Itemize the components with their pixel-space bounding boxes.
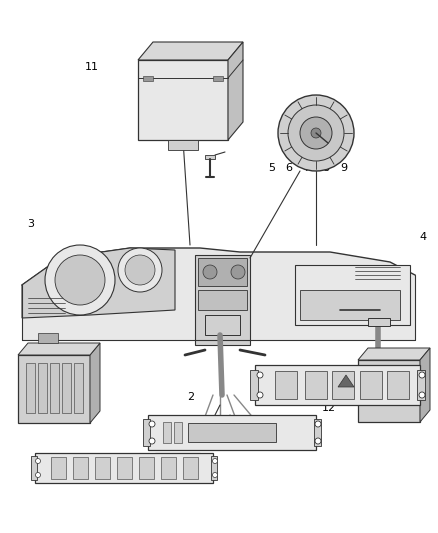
Circle shape <box>315 438 321 444</box>
Circle shape <box>45 245 115 315</box>
Circle shape <box>231 265 245 279</box>
Circle shape <box>118 248 162 292</box>
Bar <box>360 371 382 399</box>
Bar <box>295 265 410 325</box>
Bar <box>198 258 247 286</box>
Bar <box>387 371 409 399</box>
Bar <box>143 76 153 81</box>
Bar <box>31 456 37 480</box>
Bar <box>332 371 354 399</box>
Bar <box>198 290 247 310</box>
Circle shape <box>35 472 40 478</box>
Polygon shape <box>420 348 430 422</box>
Circle shape <box>278 95 354 171</box>
Bar <box>148 415 316 450</box>
Bar <box>300 290 400 320</box>
Bar <box>18 355 90 423</box>
Bar <box>74 363 83 413</box>
Text: 8: 8 <box>323 163 330 173</box>
Bar <box>35 453 213 483</box>
Bar <box>417 370 425 400</box>
Bar <box>38 363 47 413</box>
Text: 1: 1 <box>235 440 242 450</box>
Circle shape <box>149 421 155 427</box>
Text: 7: 7 <box>303 163 310 173</box>
Bar <box>188 423 276 442</box>
Bar <box>195 255 250 345</box>
Bar <box>255 365 420 405</box>
Polygon shape <box>90 343 100 423</box>
Bar <box>50 363 59 413</box>
Bar <box>250 370 258 400</box>
Circle shape <box>257 392 263 398</box>
Polygon shape <box>228 42 243 140</box>
Text: 12: 12 <box>321 403 336 413</box>
Circle shape <box>55 255 105 305</box>
Text: 11: 11 <box>85 62 99 71</box>
Circle shape <box>203 265 217 279</box>
Circle shape <box>311 128 321 138</box>
Polygon shape <box>22 248 415 340</box>
Bar <box>314 419 321 446</box>
Bar <box>95 457 110 479</box>
Polygon shape <box>22 248 175 318</box>
Text: 6: 6 <box>286 163 293 173</box>
Bar <box>368 318 390 326</box>
Polygon shape <box>358 348 430 360</box>
Bar <box>73 457 88 479</box>
Polygon shape <box>138 42 243 60</box>
Text: 5: 5 <box>268 163 275 173</box>
Bar <box>139 457 154 479</box>
Bar <box>62 363 71 413</box>
Text: 9: 9 <box>340 163 347 173</box>
Bar <box>138 60 228 140</box>
Circle shape <box>149 438 155 444</box>
Text: 4: 4 <box>419 232 426 242</box>
Bar <box>211 456 217 480</box>
Bar <box>51 457 66 479</box>
Bar <box>117 457 132 479</box>
Circle shape <box>315 421 321 427</box>
Bar <box>213 76 223 81</box>
Text: 2: 2 <box>187 392 194 402</box>
Text: 3: 3 <box>27 219 34 229</box>
Bar <box>275 371 297 399</box>
Polygon shape <box>18 343 100 355</box>
Bar <box>174 422 182 443</box>
Bar <box>163 422 171 443</box>
Bar <box>205 315 240 335</box>
Bar <box>183 457 198 479</box>
Bar <box>168 140 198 150</box>
Circle shape <box>300 117 332 149</box>
Bar <box>305 371 327 399</box>
Circle shape <box>419 372 425 378</box>
Bar <box>358 360 420 422</box>
Circle shape <box>257 372 263 378</box>
Bar <box>26 363 35 413</box>
Circle shape <box>419 392 425 398</box>
Circle shape <box>288 105 344 161</box>
Polygon shape <box>338 375 354 387</box>
Circle shape <box>212 472 218 478</box>
Bar <box>38 333 58 343</box>
Text: 10: 10 <box>199 112 213 122</box>
Bar <box>143 419 150 446</box>
Bar <box>161 457 176 479</box>
Bar <box>205 155 215 159</box>
Circle shape <box>35 458 40 464</box>
Circle shape <box>125 255 155 285</box>
Circle shape <box>212 458 218 464</box>
